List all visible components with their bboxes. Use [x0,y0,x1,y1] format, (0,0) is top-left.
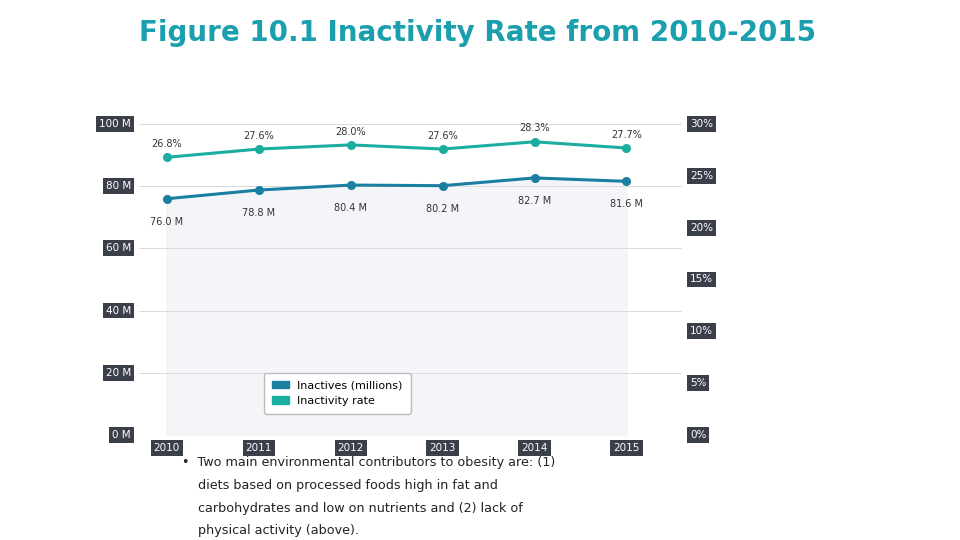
Text: physical activity (above).: physical activity (above). [182,524,359,537]
Text: 28.3%: 28.3% [519,124,550,133]
Text: 80 M: 80 M [106,181,131,191]
Text: 2014: 2014 [521,443,548,453]
Text: 100 M: 100 M [99,119,131,129]
Text: 26.8%: 26.8% [152,139,182,149]
Text: 30%: 30% [690,119,713,129]
Text: 2011: 2011 [246,443,272,453]
Text: 15%: 15% [690,274,713,285]
Text: 80.4 M: 80.4 M [334,203,367,213]
Text: Figure 10.1 Inactivity Rate from 2010-2015: Figure 10.1 Inactivity Rate from 2010-20… [139,19,816,47]
Text: 2015: 2015 [613,443,639,453]
Text: 81.6 M: 81.6 M [610,199,643,210]
Text: 27.7%: 27.7% [611,130,642,140]
Text: 0 M: 0 M [112,430,131,440]
Text: 78.8 M: 78.8 M [242,208,276,218]
Text: 60 M: 60 M [106,244,131,253]
Text: •  Two main environmental contributors to obesity are: (1): • Two main environmental contributors to… [182,456,556,469]
Text: 10%: 10% [690,326,713,336]
Text: 20 M: 20 M [106,368,131,377]
Text: 40 M: 40 M [106,306,131,315]
Text: 0%: 0% [690,430,707,440]
Text: 2013: 2013 [429,443,456,453]
Text: carbohydrates and low on nutrients and (2) lack of: carbohydrates and low on nutrients and (… [182,502,523,515]
Legend: Inactives (millions), Inactivity rate: Inactives (millions), Inactivity rate [264,373,411,414]
Text: 2010: 2010 [154,443,180,453]
Text: 80.2 M: 80.2 M [426,204,459,214]
Text: 27.6%: 27.6% [427,131,458,141]
Text: 76.0 M: 76.0 M [150,217,183,227]
Text: 20%: 20% [690,222,713,233]
Text: diets based on processed foods high in fat and: diets based on processed foods high in f… [182,479,498,492]
Text: 2012: 2012 [338,443,364,453]
Text: 82.7 M: 82.7 M [517,196,551,206]
Text: 27.6%: 27.6% [243,131,275,141]
Text: 28.0%: 28.0% [335,126,366,137]
Text: 25%: 25% [690,171,713,181]
Text: 5%: 5% [690,378,707,388]
